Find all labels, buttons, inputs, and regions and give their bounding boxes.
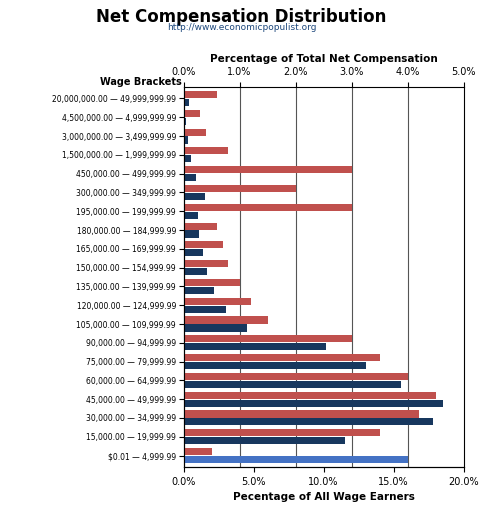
Bar bbox=[184, 287, 214, 294]
Bar bbox=[184, 317, 268, 324]
Bar bbox=[184, 117, 186, 125]
Text: http://www.economicpopulist.org: http://www.economicpopulist.org bbox=[167, 23, 316, 32]
Bar bbox=[184, 298, 251, 305]
Bar bbox=[184, 91, 217, 98]
Bar bbox=[184, 174, 196, 181]
Bar bbox=[184, 362, 366, 369]
Bar bbox=[184, 456, 408, 463]
Bar bbox=[184, 193, 205, 200]
Bar bbox=[184, 129, 206, 136]
Bar bbox=[184, 354, 380, 361]
Bar bbox=[184, 249, 203, 256]
Bar bbox=[184, 166, 352, 173]
Bar bbox=[184, 448, 212, 455]
Bar bbox=[184, 400, 442, 407]
Bar bbox=[184, 99, 189, 106]
Bar bbox=[184, 110, 200, 117]
Bar bbox=[184, 437, 345, 444]
Bar bbox=[184, 373, 408, 380]
Bar bbox=[184, 306, 226, 313]
Bar bbox=[184, 429, 380, 437]
Bar bbox=[184, 336, 352, 342]
Bar bbox=[184, 343, 327, 350]
Bar bbox=[184, 155, 190, 163]
Bar bbox=[184, 212, 198, 219]
Bar bbox=[184, 185, 296, 192]
X-axis label: Percentage of Total Net Compensation: Percentage of Total Net Compensation bbox=[210, 54, 438, 64]
Bar bbox=[184, 268, 207, 275]
Bar bbox=[184, 241, 223, 248]
Text: Wage Brackets: Wage Brackets bbox=[100, 77, 182, 87]
Bar bbox=[184, 418, 433, 425]
Bar bbox=[184, 260, 228, 267]
X-axis label: Pecentage of All Wage Earners: Pecentage of All Wage Earners bbox=[233, 492, 414, 502]
Bar bbox=[184, 230, 199, 238]
Bar bbox=[184, 147, 228, 154]
Bar bbox=[184, 391, 436, 399]
Bar bbox=[184, 204, 352, 211]
Text: Net Compensation Distribution: Net Compensation Distribution bbox=[96, 8, 387, 26]
Bar bbox=[184, 381, 401, 388]
Bar bbox=[184, 324, 246, 331]
Bar bbox=[184, 136, 188, 144]
Bar bbox=[184, 410, 419, 418]
Bar bbox=[184, 279, 240, 286]
Bar bbox=[184, 223, 217, 230]
